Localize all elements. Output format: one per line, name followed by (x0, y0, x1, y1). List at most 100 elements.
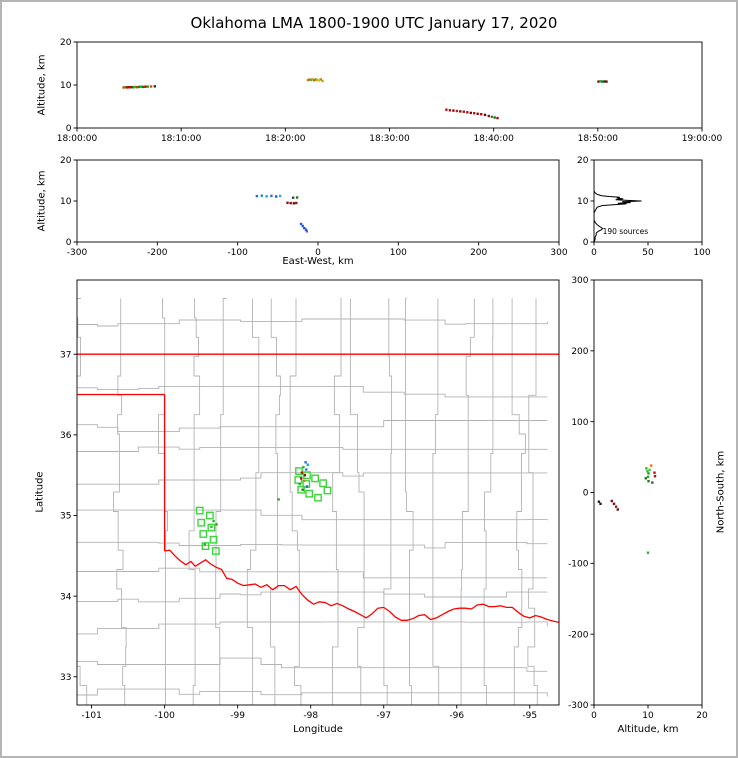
axis-label-east-west: East-West, km (282, 256, 354, 267)
panel-background (77, 280, 559, 705)
source-point (601, 80, 604, 83)
station-marker (314, 493, 322, 502)
source-point (298, 482, 301, 486)
source-point (122, 86, 125, 89)
x-tick-label: -95 (522, 711, 537, 721)
source-point (141, 85, 145, 89)
source-point (476, 112, 479, 115)
county-line (460, 298, 475, 705)
source-point (277, 498, 280, 501)
x-tick-label: 200 (470, 248, 487, 258)
source-point (153, 85, 156, 88)
source-point (653, 475, 657, 478)
source-point (260, 194, 263, 197)
county-line (77, 509, 548, 521)
station-marker (319, 479, 327, 488)
source-point (127, 86, 130, 89)
station-marker (209, 535, 218, 544)
source-point (300, 477, 303, 480)
x-tick-label: 20 (696, 711, 708, 721)
source-point (139, 85, 143, 88)
source-point (646, 475, 650, 479)
station-marker (297, 485, 306, 494)
source-point (445, 108, 448, 111)
source-point (490, 115, 494, 118)
x-tick-label: -99 (230, 711, 245, 721)
county-line (349, 298, 365, 705)
panel-background (77, 160, 559, 242)
source-point (487, 114, 490, 118)
y-tick-label: 33 (60, 673, 71, 683)
x-tick-label: -200 (147, 248, 168, 258)
source-point (459, 110, 462, 113)
source-point (610, 499, 613, 503)
source-point (646, 551, 650, 554)
source-point (289, 201, 292, 205)
y-tick-label: 36 (60, 431, 72, 441)
source-point (462, 110, 465, 113)
source-point (313, 79, 316, 82)
source-point (469, 111, 472, 115)
source-point (302, 465, 305, 469)
y-tick-label: -100 (568, 560, 589, 570)
x-tick-label: 0 (591, 248, 597, 258)
source-point (651, 481, 654, 484)
county-line (215, 298, 227, 705)
county-line (77, 541, 548, 549)
source-point (305, 230, 308, 233)
source-point (301, 224, 304, 228)
station-marker (205, 511, 214, 520)
source-point (305, 485, 309, 488)
source-point (319, 78, 322, 81)
state-border-red-river (164, 549, 559, 624)
county-line (511, 298, 526, 705)
x-tick-label: 18:20:00 (265, 134, 306, 144)
station-marker (207, 523, 216, 532)
y-tick-label: 300 (571, 276, 588, 286)
source-point (493, 116, 496, 119)
station-marker (305, 489, 314, 498)
source-point (452, 109, 455, 112)
source-point (279, 194, 282, 198)
source-point (605, 80, 608, 83)
station-marker (323, 486, 332, 495)
source-point (647, 472, 650, 475)
source-point (303, 474, 307, 477)
source-point (132, 86, 135, 89)
county-line (77, 446, 548, 456)
y-tick-label: 0 (66, 238, 72, 248)
source-point (644, 477, 647, 480)
county-line (77, 318, 548, 327)
source-point (304, 228, 308, 231)
county-line (432, 298, 440, 705)
figure-title: Oklahoma LMA 1800-1900 UTC January 17, 2… (190, 14, 558, 32)
source-point (255, 194, 259, 198)
source-point (144, 85, 147, 88)
x-tick-label: -98 (303, 711, 318, 721)
source-point (314, 78, 317, 81)
source-point (455, 109, 459, 113)
source-point (466, 111, 469, 114)
county-line (77, 298, 88, 705)
station-marker (311, 474, 319, 483)
axis-label-longitude: Longitude (293, 724, 343, 735)
axis-label-altitude-ns-panel: Altitude, km (617, 724, 679, 735)
source-point (291, 196, 295, 199)
y-tick-label: 35 (60, 512, 71, 522)
panel-background (77, 42, 702, 128)
source-point (616, 508, 619, 511)
source-point (137, 85, 140, 89)
y-tick-label: 100 (571, 418, 588, 428)
source-point (311, 78, 314, 81)
panel-height_hist: 190 sources 0 50 100 0 10 20 (577, 156, 711, 258)
source-point (124, 86, 127, 89)
x-tick-label: 0 (591, 711, 597, 721)
source-point (210, 525, 213, 528)
y-tick-label: 37 (60, 350, 71, 360)
station-marker (199, 530, 208, 538)
source-point (612, 502, 616, 505)
panel-background (594, 280, 702, 705)
histogram-annotation: 190 sources (603, 227, 649, 236)
